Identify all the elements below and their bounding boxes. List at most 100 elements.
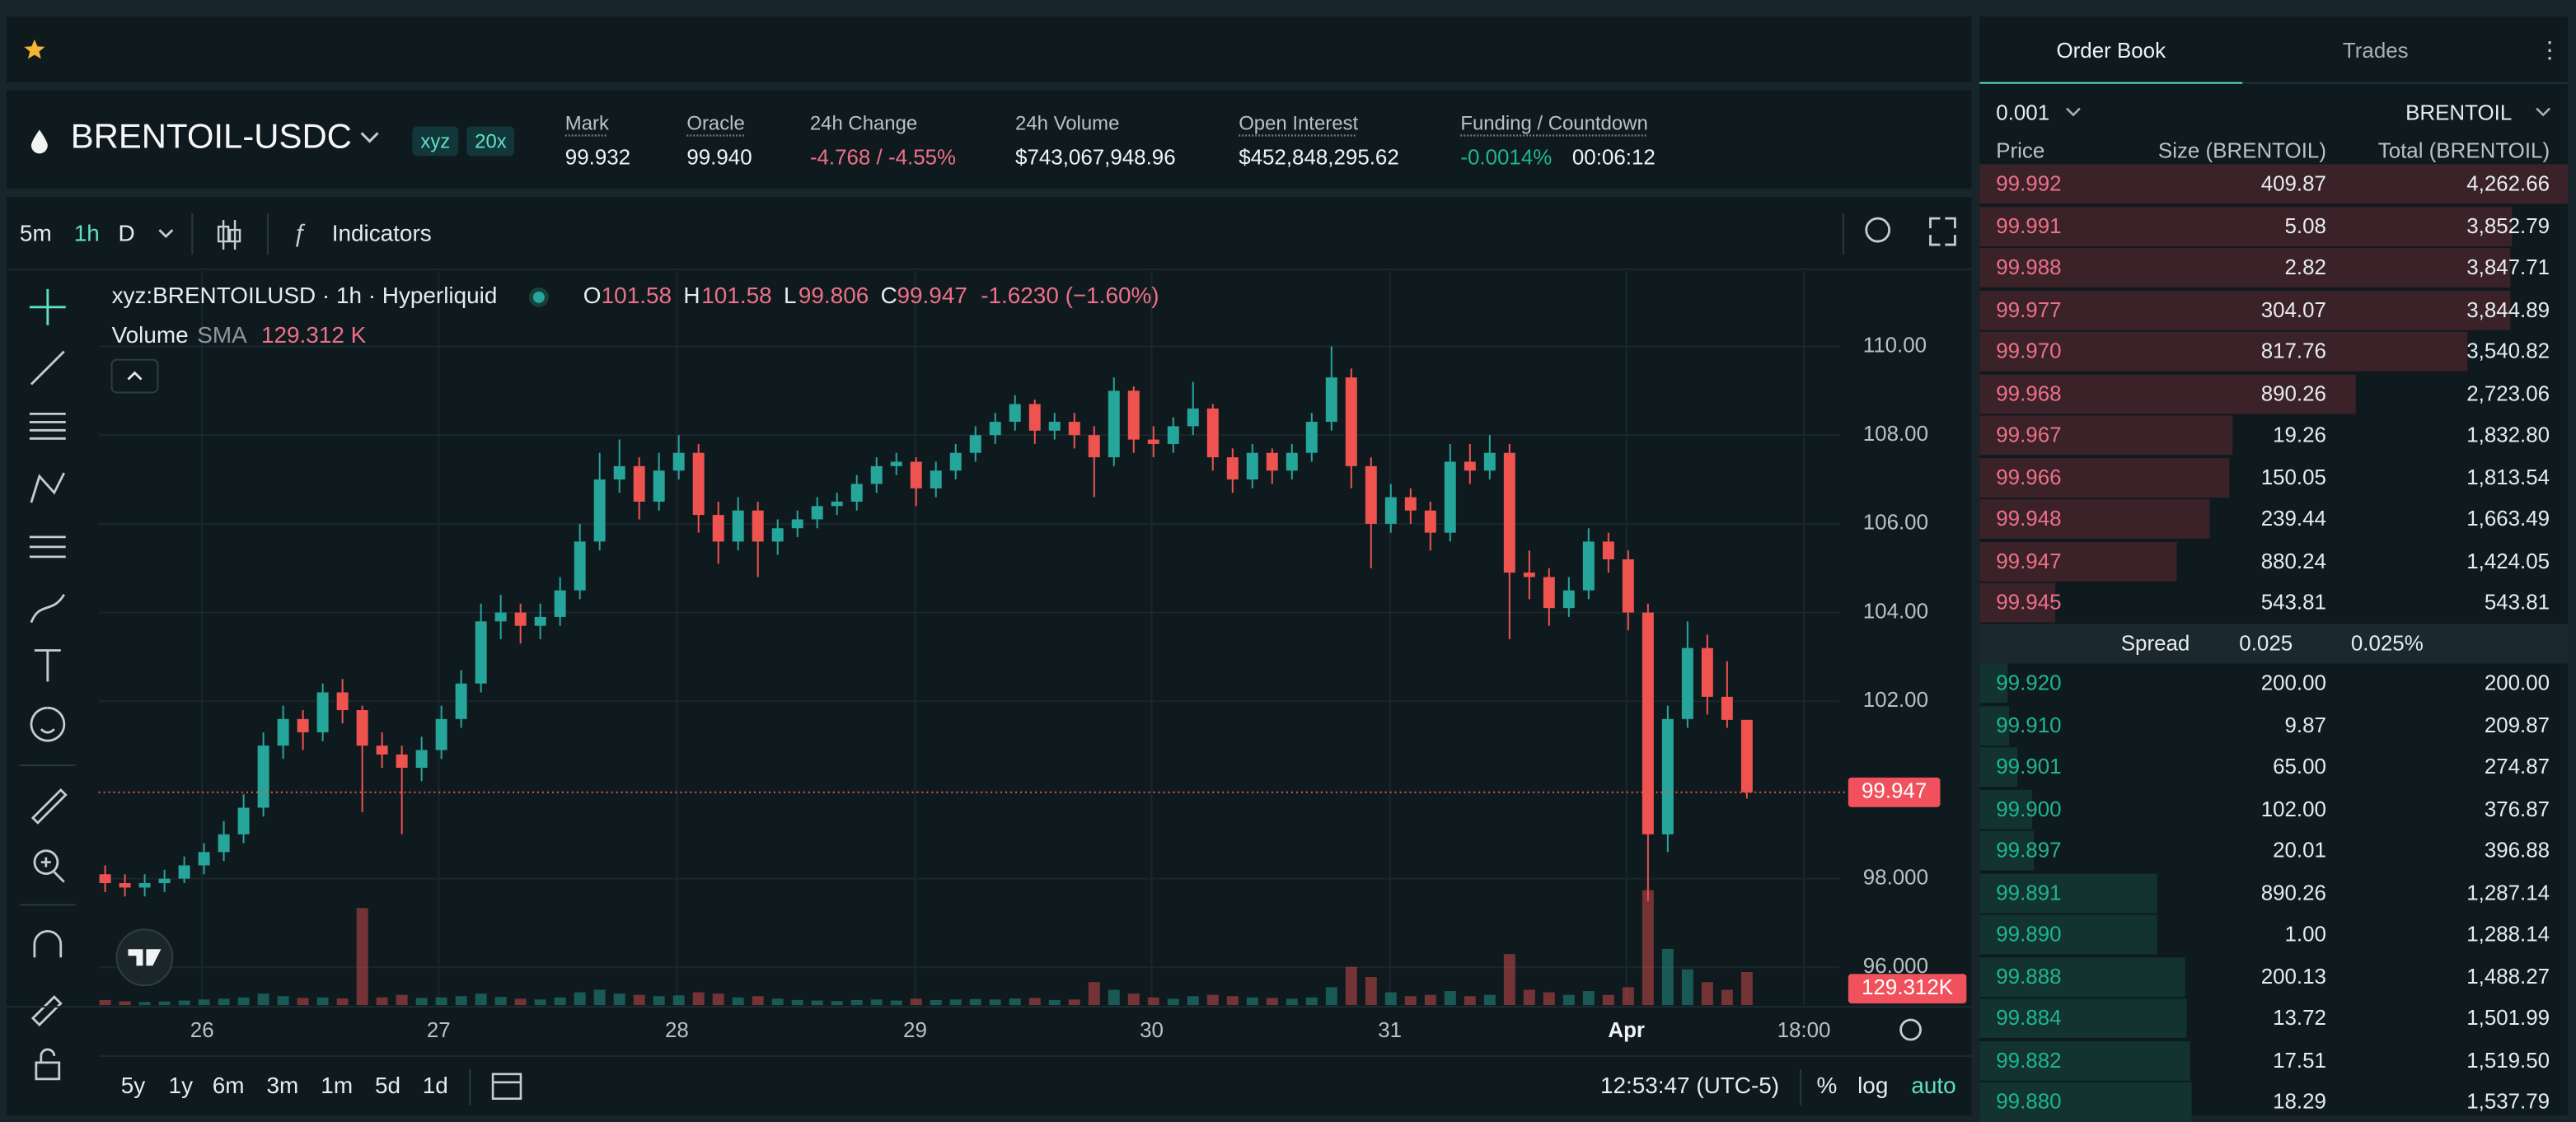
order-row[interactable]: 99.901 65.00 274.87 bbox=[1979, 747, 2568, 787]
interval[interactable]: 1h bbox=[74, 220, 100, 245]
volume-bar bbox=[672, 995, 685, 1006]
stat-label: Oracle bbox=[686, 111, 745, 135]
candle-body bbox=[1345, 377, 1357, 466]
drawing-tool[interactable] bbox=[34, 649, 61, 682]
size: 1.00 bbox=[2284, 921, 2326, 947]
drawing-tool[interactable] bbox=[30, 472, 65, 503]
unit[interactable]: BRENTOIL bbox=[2405, 100, 2513, 125]
price: 99.947 bbox=[1996, 547, 2062, 573]
order-row[interactable]: 99.890 1.00 1,288.14 bbox=[1979, 914, 2568, 955]
column-header: Price bbox=[1996, 138, 2045, 163]
chevron[interactable] bbox=[358, 129, 382, 146]
total: 4,262.66 bbox=[2466, 171, 2550, 196]
volume-bar bbox=[890, 1000, 902, 1006]
settings-icon[interactable] bbox=[1899, 1018, 1922, 1041]
candle-body bbox=[415, 750, 428, 769]
menu-dots[interactable]: ⋮ bbox=[2538, 35, 2562, 63]
drawing-tool[interactable] bbox=[29, 535, 66, 559]
volume-bar bbox=[1721, 989, 1733, 1006]
order-row[interactable]: 99.991 5.08 3,852.79 bbox=[1979, 206, 2568, 246]
range-button[interactable]: 1m bbox=[321, 1073, 353, 1098]
candle-body bbox=[1187, 408, 1199, 427]
range-button[interactable]: 1y bbox=[169, 1073, 194, 1098]
range-button[interactable]: 3m bbox=[267, 1073, 299, 1098]
drawing-tool[interactable] bbox=[29, 412, 66, 440]
scale-option[interactable]: % bbox=[1816, 1073, 1837, 1098]
price-label-bg bbox=[1848, 777, 1941, 807]
drawing-tool[interactable] bbox=[33, 849, 65, 883]
order-row[interactable]: 99.900 102.00 376.87 bbox=[1979, 788, 2568, 829]
drawing-tool[interactable] bbox=[30, 350, 65, 386]
date-range-icon[interactable] bbox=[491, 1073, 522, 1101]
order-row[interactable]: 99.945 543.81 543.81 bbox=[1979, 582, 2568, 623]
order-row[interactable]: 99.988 2.82 3,847.71 bbox=[1979, 248, 2568, 288]
fullscreen-icon[interactable] bbox=[1929, 217, 1956, 246]
order-row[interactable]: 99.968 890.26 2,723.06 bbox=[1979, 373, 2568, 414]
volume-bar bbox=[870, 999, 883, 1006]
scale-option[interactable]: auto bbox=[1911, 1073, 1955, 1098]
volume-bar bbox=[1068, 999, 1080, 1006]
stat-extra: 00:06:12 bbox=[1571, 144, 1656, 170]
tab[interactable]: Order Book bbox=[2056, 37, 2166, 63]
tick-size[interactable]: 0.001 bbox=[1996, 100, 2050, 125]
candle-body bbox=[752, 510, 764, 542]
order-row[interactable]: 99.977 304.07 3,844.89 bbox=[1979, 289, 2568, 330]
size: 150.05 bbox=[2260, 464, 2326, 489]
drawing-tool[interactable] bbox=[30, 706, 66, 742]
range-button[interactable]: 5y bbox=[121, 1073, 146, 1098]
order-row[interactable]: 99.897 20.01 396.88 bbox=[1979, 830, 2568, 871]
candle-body bbox=[653, 470, 665, 502]
scale-option[interactable]: log bbox=[1857, 1073, 1888, 1098]
drawing-tool[interactable] bbox=[29, 288, 66, 325]
order-row[interactable]: 99.967 19.26 1,832.80 bbox=[1979, 415, 2568, 456]
drawing-tool[interactable] bbox=[30, 593, 65, 624]
order-row[interactable]: 99.970 817.76 3,540.82 bbox=[1979, 331, 2568, 372]
drawing-tool[interactable] bbox=[30, 995, 63, 1026]
range-button[interactable]: 5d bbox=[375, 1073, 400, 1098]
range-button[interactable]: 6m bbox=[213, 1073, 245, 1098]
order-row[interactable]: 99.992 409.87 4,262.66 bbox=[1979, 164, 2569, 204]
order-row[interactable]: 99.891 890.26 1,287.14 bbox=[1979, 872, 2568, 913]
stat-value: $452,848,295.62 bbox=[1239, 144, 1399, 170]
zoom-icon[interactable] bbox=[1865, 217, 1891, 243]
volume-bar bbox=[752, 996, 764, 1006]
symbol[interactable]: BRENTOIL-USDC bbox=[70, 118, 352, 157]
order-row[interactable]: 99.888 200.13 1,488.27 bbox=[1979, 956, 2568, 997]
order-row[interactable]: 99.880 18.29 1,537.79 bbox=[1979, 1082, 2568, 1122]
volume-bar bbox=[613, 993, 625, 1006]
ohlc-value: 99.806 bbox=[799, 283, 869, 308]
order-row[interactable]: 99.947 880.24 1,424.05 bbox=[1979, 540, 2568, 581]
total: 2,723.06 bbox=[2466, 380, 2550, 405]
chevron bbox=[2536, 107, 2551, 117]
total: 1,813.54 bbox=[2466, 464, 2550, 489]
indicators[interactable]: Indicators bbox=[332, 220, 432, 245]
collapse-button[interactable] bbox=[110, 358, 159, 394]
candle-body bbox=[1721, 696, 1733, 720]
candle-body bbox=[732, 510, 744, 542]
drawing-tool[interactable] bbox=[30, 788, 68, 825]
volume-bar bbox=[356, 908, 368, 1006]
candle-body bbox=[811, 506, 823, 520]
total: 1,287.14 bbox=[2466, 879, 2550, 905]
order-row[interactable]: 99.882 17.51 1,519.50 bbox=[1979, 1040, 2568, 1080]
order-row[interactable]: 99.920 200.00 200.00 bbox=[1979, 663, 2568, 704]
tab[interactable]: Trades bbox=[2342, 37, 2409, 63]
candle-body bbox=[831, 501, 843, 507]
total: 1,501.99 bbox=[2466, 1005, 2550, 1030]
drawing-tool[interactable] bbox=[35, 1048, 61, 1081]
interval[interactable]: 5m bbox=[20, 220, 52, 245]
total: 3,844.89 bbox=[2466, 296, 2550, 321]
range-button[interactable]: 1d bbox=[423, 1073, 448, 1098]
order-row[interactable]: 99.884 13.72 1,501.99 bbox=[1979, 998, 2568, 1038]
order-row[interactable]: 99.948 239.44 1,663.49 bbox=[1979, 499, 2568, 539]
drawing-tool[interactable] bbox=[33, 929, 63, 958]
candle-body bbox=[1661, 718, 1674, 834]
order-row[interactable]: 99.966 150.05 1,813.54 bbox=[1979, 457, 2568, 498]
order-row[interactable]: 99.910 9.87 209.87 bbox=[1979, 705, 2568, 746]
total: 274.87 bbox=[2484, 754, 2550, 778]
star-icon[interactable] bbox=[23, 38, 46, 61]
volume-bar bbox=[415, 998, 428, 1006]
interval[interactable]: D bbox=[119, 220, 135, 245]
total: 1,519.50 bbox=[2466, 1046, 2550, 1072]
volume-title: Volume bbox=[112, 322, 189, 348]
